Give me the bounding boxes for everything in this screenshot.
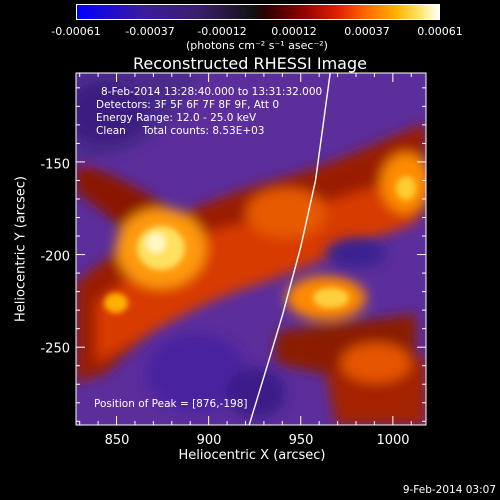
heatmap-hotspots [104,176,416,313]
colorbar-tick: -0.00061 [51,25,101,38]
clean-counts-info: Clean Total counts: 8.53E+03 [96,125,265,137]
y-tick-label: -200 [40,249,70,265]
x-tick-label: 950 [288,433,314,448]
observation-time: 8-Feb-2014 13:28:40.000 to 13:31:32.000 [101,86,323,98]
y-tick-label: -250 [40,341,70,357]
detectors-info: Detectors: 3F 5F 6F 7F 8F 9F, Att 0 [96,99,280,111]
colorbar-tick: 0.00061 [417,25,463,38]
peak-position-label: Position of Peak = [876,-198] [94,398,248,410]
colorbar-tick: 0.00012 [271,25,317,38]
colorbar [76,4,440,20]
x-tick-label: 900 [196,433,222,448]
colorbar-unit-label: (photons cm⁻² s⁻¹ asec⁻²) [186,39,328,52]
solar-limb-curve [248,73,331,425]
heatmap-plot [76,73,426,425]
chart-title: Reconstructed RHESSI Image [133,54,367,73]
y-tick-label: -150 [40,157,70,173]
colorbar-tick: -0.00037 [125,25,175,38]
x-axis-label: Heliocentric X (arcsec) [178,448,326,463]
heatmap-negative-regions [76,83,386,418]
footer-timestamp: 9-Feb-2014 03:07 [402,484,496,496]
x-tick-label: 850 [104,433,130,448]
energy-range-info: Energy Range: 12.0 - 25.0 keV [96,112,257,124]
colorbar-tick: -0.00012 [197,25,247,38]
axis-tickmarks [76,73,426,425]
y-axis-label: Heliocentric Y (arcsec) [13,176,29,322]
colorbar-tick: 0.00037 [344,25,390,38]
x-tick-label: 1000 [376,433,410,448]
